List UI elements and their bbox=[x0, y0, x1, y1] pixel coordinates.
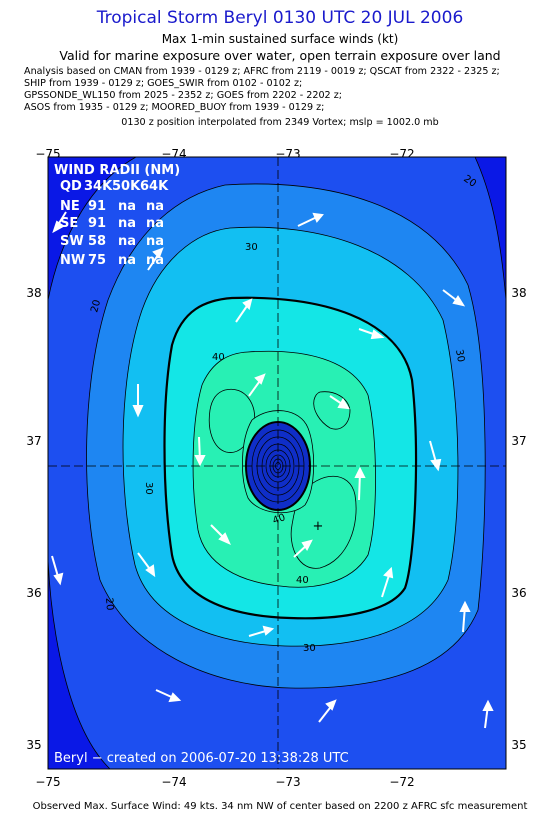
lat-tick-left: 38 bbox=[26, 286, 41, 300]
radii-quadrant: SE bbox=[60, 216, 78, 231]
lat-tick-left: 36 bbox=[26, 586, 41, 600]
radii-value: 75 bbox=[88, 253, 106, 268]
wind-vectors bbox=[51, 211, 494, 729]
analysis-line: GPSSONDE_WL150 from 2025 - 2352 z; GOES … bbox=[24, 90, 342, 101]
radii-value: 91 bbox=[88, 216, 106, 231]
lat-tick-left: 35 bbox=[26, 738, 41, 752]
radii-value: na bbox=[146, 253, 164, 268]
map-frame bbox=[47, 156, 507, 770]
map-title: Tropical Storm Beryl 0130 UTC 20 JUL 200… bbox=[96, 8, 464, 28]
radii-header: 50K bbox=[112, 179, 141, 194]
contour-label: 40 bbox=[296, 575, 309, 586]
wind-radii-table: WIND RADII (NM) QD 34K 50K 64K NE 91 na … bbox=[54, 163, 180, 268]
lon-tick-bottom: −75 bbox=[35, 775, 60, 789]
contour-label: 20 bbox=[103, 597, 115, 611]
band-45kt-max bbox=[208, 388, 256, 453]
contour-label: 30 bbox=[245, 242, 258, 253]
wind-radii-title: WIND RADII (NM) bbox=[54, 163, 180, 178]
validity-note: Valid for marine exposure over water, op… bbox=[59, 48, 501, 63]
contour-label: 20 bbox=[89, 299, 103, 314]
contour-label: 30 bbox=[303, 643, 316, 654]
lat-tick-right: 36 bbox=[511, 586, 526, 600]
radii-header: 34K bbox=[84, 179, 113, 194]
map-subtitle: Max 1-min sustained surface winds (kt) bbox=[161, 32, 399, 46]
radii-value: na bbox=[118, 253, 136, 268]
observed-max-wind-note: Observed Max. Surface Wind: 49 kts. 34 n… bbox=[32, 801, 528, 812]
lat-tick-right: 38 bbox=[511, 286, 526, 300]
radii-quadrant: SW bbox=[60, 234, 84, 249]
radii-value: na bbox=[118, 216, 136, 231]
lon-tick-bottom: −74 bbox=[161, 775, 186, 789]
radii-value: na bbox=[118, 234, 136, 249]
contour-label: 30 bbox=[453, 349, 466, 363]
lat-tick-right: 37 bbox=[511, 434, 526, 448]
radii-header: QD bbox=[60, 179, 82, 194]
radii-value: na bbox=[146, 216, 164, 231]
contour-label: 40 bbox=[212, 352, 225, 363]
credit-line: Beryl − created on 2006-07-20 13:38:28 U… bbox=[54, 751, 349, 766]
contour-label: 40 bbox=[271, 512, 287, 527]
analysis-line: SHIP from 1939 - 0129 z; GOES_SWIR from … bbox=[24, 78, 303, 89]
radii-value: 58 bbox=[88, 234, 106, 249]
radii-value: na bbox=[146, 234, 164, 249]
radii-value: na bbox=[118, 199, 136, 214]
radii-header: 64K bbox=[140, 179, 169, 194]
band-45kt-max bbox=[313, 391, 351, 430]
lat-tick-right: 35 bbox=[511, 738, 526, 752]
radii-value: 91 bbox=[88, 199, 106, 214]
max-wind-marker: + bbox=[313, 519, 324, 534]
radii-value: na bbox=[146, 199, 164, 214]
analysis-line: Analysis based on CMAN from 1939 - 0129 … bbox=[24, 66, 500, 77]
radii-quadrant: NW bbox=[60, 253, 85, 268]
lon-tick-bottom: −72 bbox=[389, 775, 414, 789]
analysis-line: ASOS from 1935 - 0129 z; MOORED_BUOY fro… bbox=[24, 102, 325, 113]
position-note: 0130 z position interpolated from 2349 V… bbox=[121, 117, 439, 128]
contour-label: 30 bbox=[143, 482, 154, 495]
lat-tick-left: 37 bbox=[26, 434, 41, 448]
radii-quadrant: NE bbox=[60, 199, 80, 214]
lon-tick-bottom: −73 bbox=[275, 775, 300, 789]
